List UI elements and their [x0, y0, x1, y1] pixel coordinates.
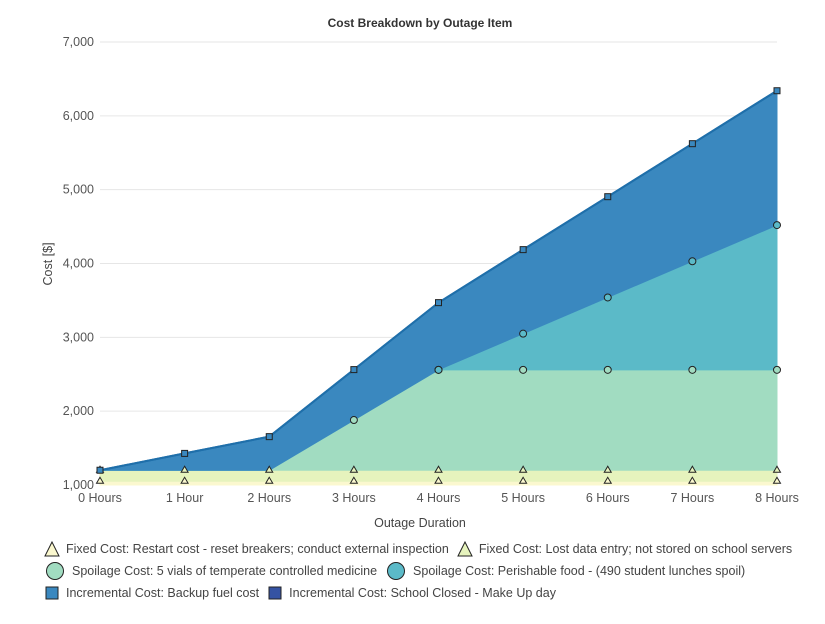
x-tick-label: 2 Hours — [247, 491, 291, 505]
data-point[interactable] — [95, 476, 105, 484]
y-axis-label: Cost [$] — [41, 242, 55, 285]
triangle-legend-icon — [44, 540, 60, 557]
legend-label: Incremental Cost: Backup fuel cost — [66, 586, 260, 600]
data-point[interactable] — [688, 465, 697, 473]
data-point[interactable] — [773, 365, 781, 374]
data-point[interactable] — [434, 465, 443, 473]
x-tick-label: 4 Hours — [417, 491, 461, 505]
data-point[interactable] — [688, 257, 697, 266]
data-point[interactable] — [181, 449, 189, 457]
triangle-legend-icon — [457, 540, 473, 557]
x-tick-label: 8 Hours — [755, 491, 799, 505]
data-point[interactable] — [434, 476, 443, 484]
data-point[interactable] — [603, 293, 612, 302]
data-point[interactable] — [518, 476, 528, 484]
y-tick-label: 6,000 — [63, 109, 94, 123]
data-point[interactable] — [349, 476, 359, 484]
data-point[interactable] — [519, 246, 527, 254]
data-point[interactable] — [96, 466, 104, 474]
data-point[interactable] — [265, 433, 273, 441]
data-point[interactable] — [772, 465, 782, 473]
data-point[interactable] — [435, 299, 442, 307]
legend-item[interactable]: Fixed Cost: Restart cost - reset breaker… — [44, 540, 449, 558]
y-tick-label: 2,000 — [63, 404, 94, 418]
data-point[interactable] — [603, 365, 612, 374]
data-point[interactable] — [350, 366, 358, 374]
data-point[interactable] — [604, 193, 612, 201]
data-point[interactable] — [772, 476, 782, 484]
legend-label: Fixed Cost: Lost data entry; not stored … — [478, 542, 793, 556]
y-tick-label: 5,000 — [63, 183, 94, 197]
legend-item[interactable]: Fixed Cost: Lost data entry; not stored … — [457, 540, 792, 558]
legend-item[interactable]: Incremental Cost: Backup fuel cost — [44, 584, 259, 602]
legend-item[interactable]: Spoilage Cost: Perishable food - (490 st… — [385, 562, 745, 580]
data-point[interactable] — [518, 465, 528, 473]
data-point[interactable] — [773, 87, 781, 95]
legend: Fixed Cost: Restart cost - reset breaker… — [44, 538, 800, 604]
x-tick-label: 0 Hours — [78, 491, 122, 505]
x-tick-label: 5 Hours — [501, 491, 545, 505]
data-point[interactable] — [349, 465, 359, 473]
data-point[interactable] — [519, 329, 528, 338]
data-point[interactable] — [264, 476, 274, 484]
y-tick-label: 7,000 — [63, 35, 94, 49]
data-point[interactable] — [688, 365, 697, 374]
data-point[interactable] — [519, 365, 528, 374]
x-tick-label: 3 Hours — [332, 491, 376, 505]
chart-title: Cost Breakdown by Outage Item — [328, 16, 513, 30]
legend-item[interactable]: Incremental Cost: School Closed - Make U… — [267, 584, 556, 602]
y-tick-label: 4,000 — [63, 257, 94, 271]
circle-legend-icon — [46, 562, 64, 580]
data-point[interactable] — [434, 365, 443, 374]
legend-label: Fixed Cost: Restart cost - reset breaker… — [66, 542, 449, 556]
data-point[interactable] — [603, 476, 613, 484]
data-point[interactable] — [773, 221, 781, 230]
legend-label: Spoilage Cost: 5 vials of temperate cont… — [72, 564, 378, 578]
data-point[interactable] — [180, 476, 189, 484]
square-legend-icon — [45, 586, 59, 600]
x-tick-label: 6 Hours — [586, 491, 630, 505]
legend-item[interactable]: Spoilage Cost: 5 vials of temperate cont… — [44, 562, 377, 580]
circle-legend-icon — [387, 562, 406, 580]
data-point[interactable] — [688, 476, 697, 484]
data-point[interactable] — [688, 140, 696, 148]
x-tick-label: 1 Hour — [166, 491, 204, 505]
y-tick-label: 3,000 — [63, 330, 94, 344]
data-point[interactable] — [180, 465, 189, 473]
legend-label: Incremental Cost: School Closed - Make U… — [289, 586, 556, 600]
y-tick-label: 1,000 — [63, 478, 94, 492]
square-legend-icon — [268, 586, 282, 600]
x-axis-label: Outage Duration — [374, 516, 466, 530]
legend-label: Spoilage Cost: Perishable food - (490 st… — [413, 564, 746, 578]
x-tick-label: 7 Hours — [670, 491, 714, 505]
data-point[interactable] — [349, 416, 358, 425]
data-point[interactable] — [264, 465, 274, 473]
data-point[interactable] — [603, 465, 613, 473]
